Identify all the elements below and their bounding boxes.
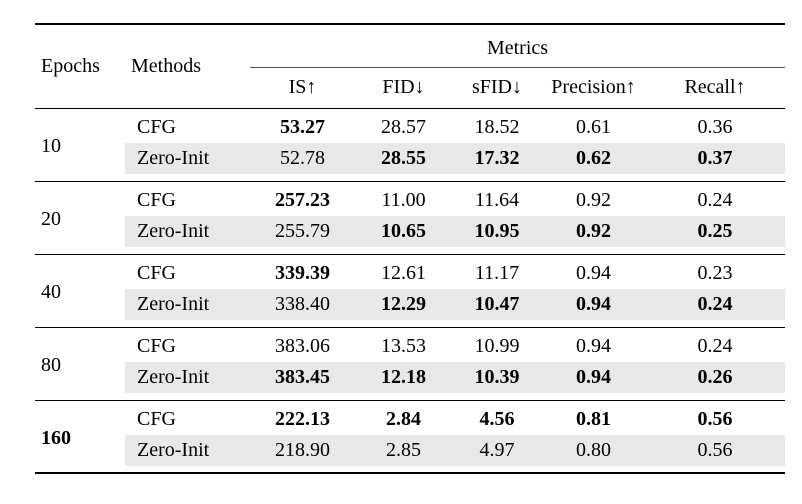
value-cell-sfid: 17.32 bbox=[452, 143, 542, 174]
value-cell-fid: 2.84 bbox=[386, 408, 421, 431]
value-cell-fid: 12.18 bbox=[355, 362, 452, 393]
value-cell-recall: 0.24 bbox=[697, 189, 733, 212]
table-row: 40 CFG 339.39 12.61 11.17 0.94 0.23 bbox=[35, 254, 785, 303]
row-spacer bbox=[35, 466, 785, 473]
value-cell-precision: 0.80 bbox=[542, 435, 645, 466]
value-cell-sfid: 11.17 bbox=[474, 262, 520, 285]
value-cell-is: 53.27 bbox=[280, 116, 325, 139]
epoch-cell: 80 bbox=[41, 354, 61, 376]
epoch-group-20: 20 CFG 257.23 11.00 11.64 0.92 0.24 Zero… bbox=[35, 181, 785, 254]
col-header-methods: Methods bbox=[131, 54, 201, 77]
epoch-group-160: 160 CFG 222.13 2.84 4.56 0.81 0.56 Zero-… bbox=[35, 400, 785, 473]
col-header-recall: Recall↑ bbox=[684, 76, 746, 98]
table-row: 10 CFG 53.27 28.57 18.52 0.61 0.36 bbox=[35, 108, 785, 157]
method-cell: CFG bbox=[137, 408, 176, 431]
value-cell-is: 383.45 bbox=[250, 362, 355, 393]
value-cell-sfid: 10.47 bbox=[452, 289, 542, 320]
epoch-group-40: 40 CFG 339.39 12.61 11.17 0.94 0.23 Zero… bbox=[35, 254, 785, 327]
method-cell: CFG bbox=[137, 189, 176, 212]
table-row: 160 CFG 222.13 2.84 4.56 0.81 0.56 bbox=[35, 400, 785, 449]
value-cell-fid: 12.29 bbox=[355, 289, 452, 320]
value-cell-fid: 10.65 bbox=[355, 216, 452, 247]
value-cell-fid: 28.57 bbox=[381, 116, 426, 139]
value-cell-precision: 0.62 bbox=[542, 143, 645, 174]
epoch-group-80: 80 CFG 383.06 13.53 10.99 0.94 0.24 Zero… bbox=[35, 327, 785, 400]
value-cell-fid: 28.55 bbox=[355, 143, 452, 174]
value-cell-sfid: 18.52 bbox=[474, 116, 520, 139]
value-cell-sfid: 10.39 bbox=[452, 362, 542, 393]
value-cell-sfid: 10.95 bbox=[452, 216, 542, 247]
row-spacer bbox=[35, 320, 785, 327]
method-cell: Zero-Init bbox=[125, 435, 250, 466]
table-row: Zero-Init 383.45 12.18 10.39 0.94 0.26 bbox=[35, 362, 785, 393]
value-cell-recall: 0.37 bbox=[645, 143, 785, 174]
value-cell-is: 255.79 bbox=[250, 216, 355, 247]
table-header: Epochs Methods Metrics IS↑ FID↓ sFID↓ Pr… bbox=[35, 24, 785, 108]
value-cell-precision: 0.61 bbox=[576, 116, 611, 139]
method-cell: CFG bbox=[137, 335, 176, 358]
value-cell-fid: 13.53 bbox=[381, 335, 426, 358]
method-cell: Zero-Init bbox=[125, 143, 250, 174]
table-row: Zero-Init 255.79 10.65 10.95 0.92 0.25 bbox=[35, 216, 785, 247]
table-row: 20 CFG 257.23 11.00 11.64 0.92 0.24 bbox=[35, 181, 785, 230]
value-cell-recall: 0.26 bbox=[645, 362, 785, 393]
value-cell-fid: 11.00 bbox=[381, 189, 426, 212]
value-cell-fid: 12.61 bbox=[381, 262, 426, 285]
method-cell: Zero-Init bbox=[125, 362, 250, 393]
value-cell-precision: 0.94 bbox=[576, 335, 611, 358]
value-cell-precision: 0.92 bbox=[542, 216, 645, 247]
method-cell: Zero-Init bbox=[125, 216, 250, 247]
epoch-group-10: 10 CFG 53.27 28.57 18.52 0.61 0.36 Zero-… bbox=[35, 108, 785, 181]
value-cell-precision: 0.81 bbox=[576, 408, 611, 431]
epoch-cell: 20 bbox=[41, 208, 61, 230]
value-cell-is: 383.06 bbox=[275, 335, 330, 358]
value-cell-recall: 0.23 bbox=[697, 262, 733, 285]
col-header-sfid: sFID↓ bbox=[471, 76, 522, 98]
value-cell-is: 339.39 bbox=[275, 262, 330, 285]
method-cell: Zero-Init bbox=[125, 289, 250, 320]
col-header-fid: FID↓ bbox=[382, 76, 425, 98]
value-cell-recall: 0.25 bbox=[645, 216, 785, 247]
table-row: Zero-Init 52.78 28.55 17.32 0.62 0.37 bbox=[35, 143, 785, 174]
table-row: Zero-Init 338.40 12.29 10.47 0.94 0.24 bbox=[35, 289, 785, 320]
row-spacer bbox=[35, 174, 785, 181]
epoch-cell: 10 bbox=[41, 135, 61, 157]
value-cell-sfid: 4.97 bbox=[452, 435, 542, 466]
value-cell-sfid: 11.64 bbox=[474, 189, 520, 212]
value-cell-is: 218.90 bbox=[250, 435, 355, 466]
col-header-is: IS↑ bbox=[288, 76, 317, 98]
method-cell: CFG bbox=[137, 262, 176, 285]
col-header-epochs: Epochs bbox=[41, 54, 100, 77]
col-header-metrics-group: Metrics bbox=[250, 24, 785, 68]
value-cell-is: 257.23 bbox=[275, 189, 330, 212]
value-cell-precision: 0.94 bbox=[542, 289, 645, 320]
method-cell: CFG bbox=[137, 116, 176, 139]
value-cell-sfid: 4.56 bbox=[479, 408, 515, 431]
epoch-cell: 40 bbox=[41, 281, 61, 303]
value-cell-fid: 2.85 bbox=[355, 435, 452, 466]
value-cell-is: 338.40 bbox=[250, 289, 355, 320]
value-cell-precision: 0.92 bbox=[576, 189, 611, 212]
epoch-cell: 160 bbox=[41, 426, 71, 449]
value-cell-precision: 0.94 bbox=[576, 262, 611, 285]
value-cell-recall: 0.56 bbox=[697, 408, 733, 431]
value-cell-recall: 0.36 bbox=[697, 116, 733, 139]
value-cell-recall: 0.24 bbox=[697, 335, 733, 358]
value-cell-is: 222.13 bbox=[275, 408, 330, 431]
table-row: 80 CFG 383.06 13.53 10.99 0.94 0.24 bbox=[35, 327, 785, 376]
row-spacer bbox=[35, 247, 785, 254]
table-row: Zero-Init 218.90 2.85 4.97 0.80 0.56 bbox=[35, 435, 785, 466]
value-cell-sfid: 10.99 bbox=[474, 335, 520, 358]
value-cell-is: 52.78 bbox=[250, 143, 355, 174]
row-spacer bbox=[35, 393, 785, 400]
col-header-precision: Precision↑ bbox=[551, 76, 636, 98]
value-cell-precision: 0.94 bbox=[542, 362, 645, 393]
value-cell-recall: 0.24 bbox=[645, 289, 785, 320]
metrics-table: Epochs Methods Metrics IS↑ FID↓ sFID↓ Pr… bbox=[35, 23, 785, 474]
value-cell-recall: 0.56 bbox=[645, 435, 785, 466]
